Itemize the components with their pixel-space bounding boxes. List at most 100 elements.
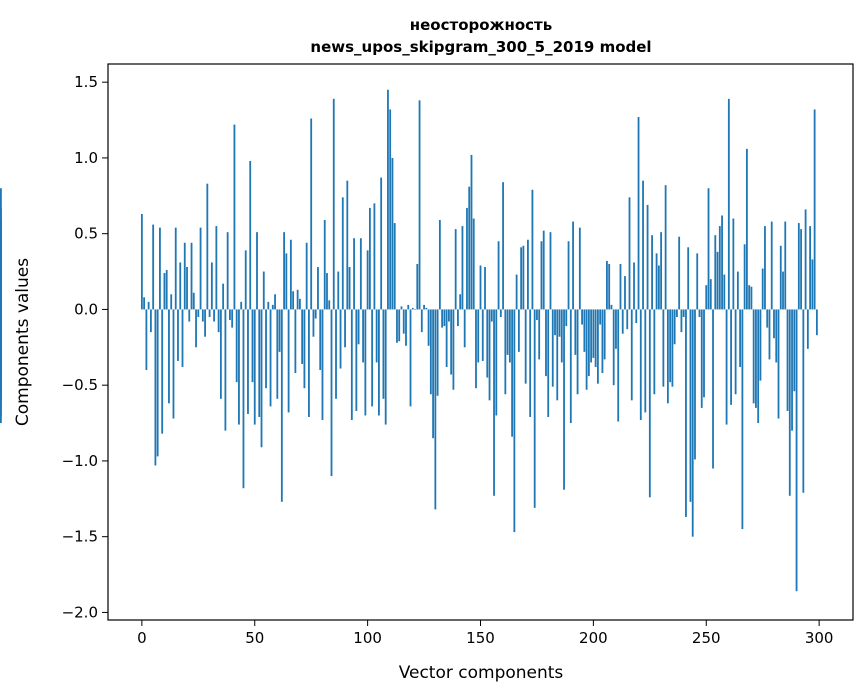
bar [161, 309, 164, 434]
bar [163, 273, 166, 310]
bar [517, 309, 520, 352]
bar [321, 309, 324, 421]
bar [357, 309, 360, 345]
bar [475, 309, 477, 389]
bar [615, 309, 617, 349]
bar [549, 232, 552, 310]
bar [815, 309, 818, 336]
bar [612, 309, 615, 386]
bar [560, 309, 563, 363]
bar [199, 227, 202, 310]
bar [511, 309, 514, 437]
bar [477, 309, 480, 363]
x-tick-label: 50 [245, 629, 264, 647]
bar [470, 154, 473, 310]
bar [303, 309, 306, 389]
bar [569, 309, 572, 424]
bar [768, 309, 771, 360]
bar [240, 301, 243, 310]
bar [0, 309, 2, 399]
bar [721, 215, 723, 310]
bar [531, 189, 534, 310]
y-axis-label: Components values [13, 258, 33, 426]
bar [603, 309, 606, 360]
bar [387, 89, 389, 310]
bar [368, 207, 371, 310]
bar [707, 188, 710, 310]
bar [630, 309, 633, 401]
bar [761, 268, 764, 310]
bar [364, 309, 367, 416]
bar [696, 253, 699, 310]
bar [443, 309, 446, 327]
bar [256, 232, 258, 310]
bar [312, 309, 315, 337]
bar [793, 309, 796, 392]
y-tick-label: 1.5 [74, 73, 98, 91]
bar [766, 309, 769, 328]
bar [238, 309, 240, 425]
bar [393, 223, 396, 310]
bar [508, 309, 511, 363]
bar [186, 267, 188, 310]
bar [513, 309, 516, 533]
bar [673, 309, 676, 345]
bar [402, 309, 405, 334]
bar [210, 262, 213, 310]
bar [204, 309, 206, 337]
bar [576, 309, 579, 395]
chart-title: неосторожность [410, 16, 552, 34]
y-tick-label: −0.5 [62, 376, 98, 394]
bar [547, 309, 550, 417]
y-tick-label: 0.0 [74, 300, 98, 318]
bar [461, 226, 464, 310]
bar [606, 260, 608, 310]
bar [488, 309, 491, 401]
bar [416, 263, 419, 310]
bar [484, 267, 486, 310]
bar [700, 309, 703, 408]
bar [235, 309, 238, 383]
bar [154, 309, 157, 466]
bar [646, 204, 649, 310]
bar [533, 309, 536, 508]
bar [429, 309, 432, 395]
bar [140, 213, 143, 310]
bar [689, 309, 692, 502]
bar [773, 309, 775, 339]
bar [633, 262, 635, 310]
bar [454, 229, 457, 310]
bar [317, 267, 319, 310]
bar [734, 309, 737, 395]
bar [567, 241, 570, 310]
bar [179, 262, 182, 310]
bar [380, 177, 383, 310]
bar [703, 309, 705, 398]
bar [581, 309, 583, 325]
bar [260, 309, 263, 448]
bar [791, 309, 793, 431]
bar [427, 309, 430, 346]
bar [617, 309, 620, 422]
bar [660, 232, 663, 310]
bar [463, 309, 466, 348]
bar [355, 309, 358, 411]
bar [217, 309, 220, 333]
bar [655, 253, 658, 310]
bar [301, 309, 304, 364]
bar [213, 309, 216, 322]
bar [676, 309, 678, 317]
bar [206, 183, 209, 310]
bar [642, 180, 644, 310]
bar [574, 309, 577, 355]
bar [344, 309, 346, 348]
bar [619, 263, 622, 310]
bar [639, 309, 642, 421]
bar [545, 309, 547, 377]
bar [743, 244, 746, 310]
bar [536, 309, 538, 321]
bar [226, 232, 229, 310]
bar [192, 292, 195, 310]
bars-group [0, 89, 818, 592]
